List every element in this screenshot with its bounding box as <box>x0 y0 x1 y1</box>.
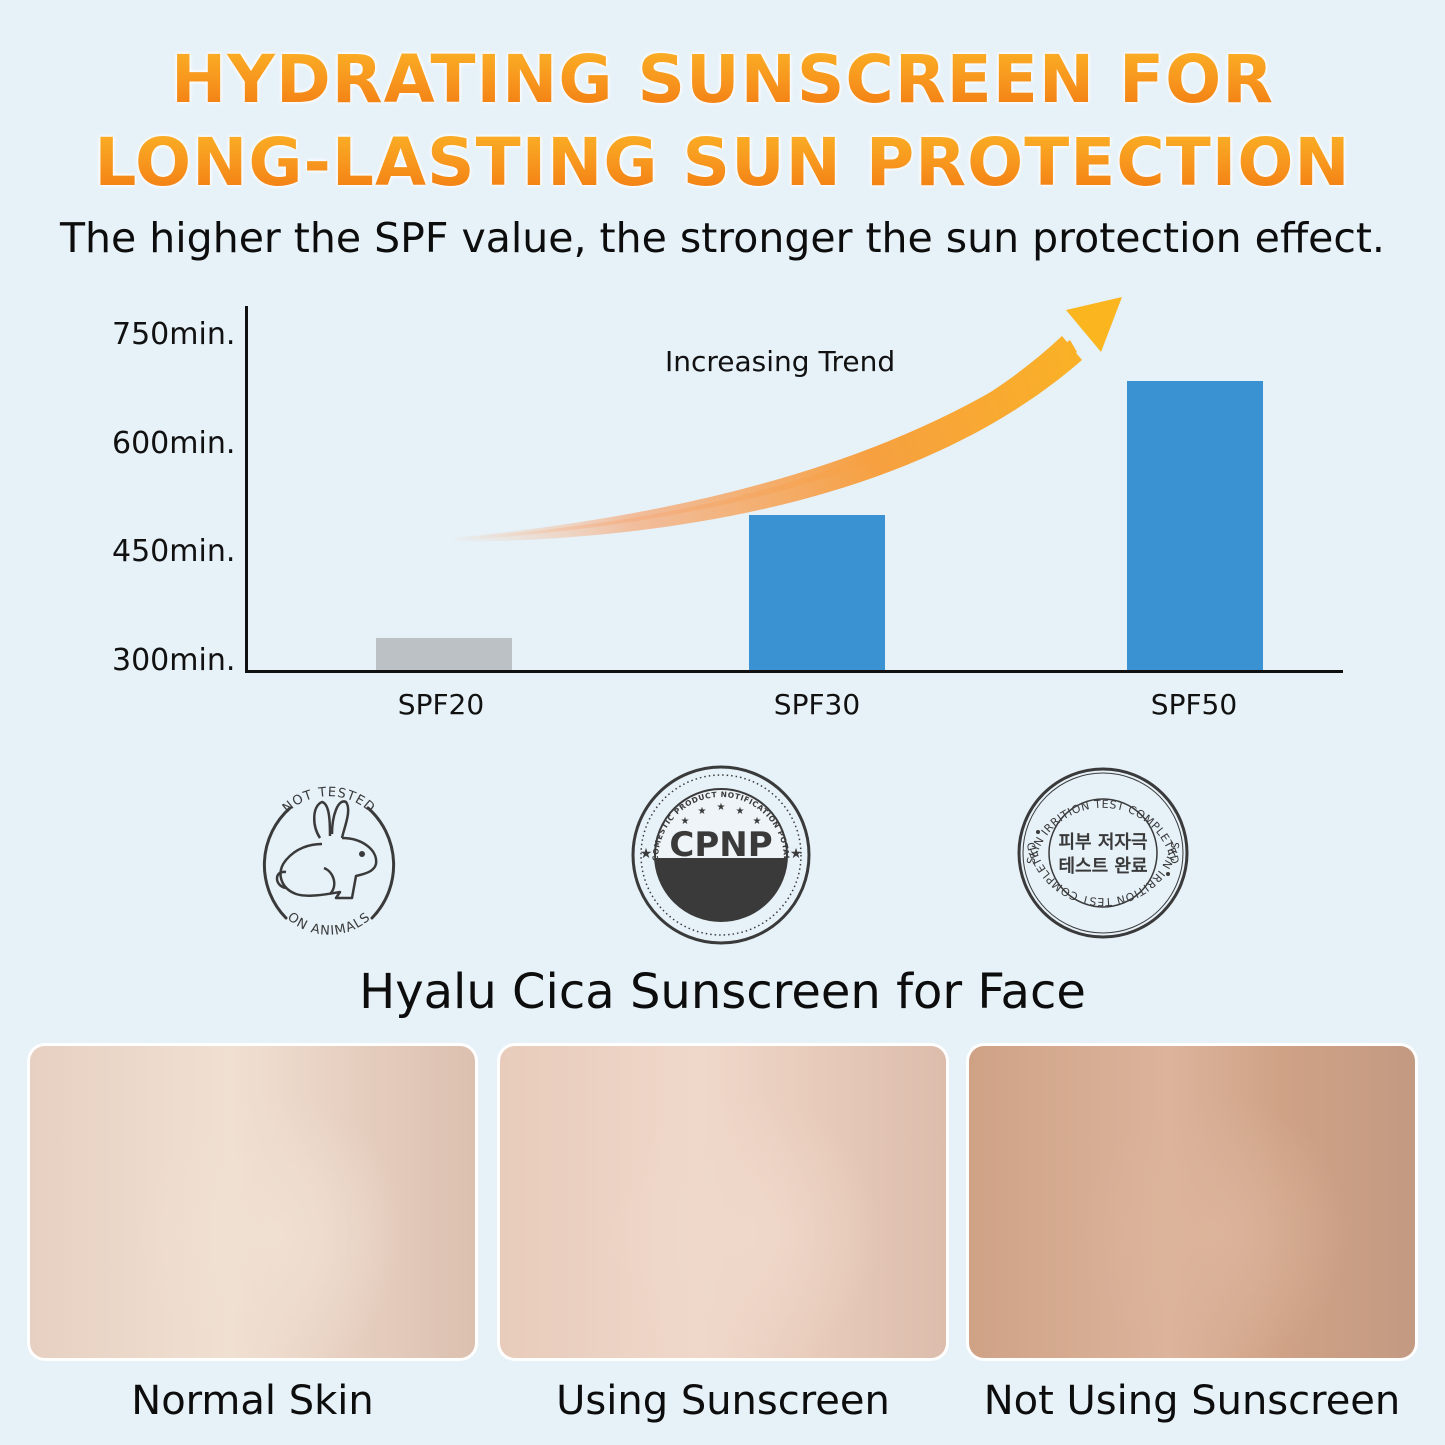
svg-text:★: ★ <box>681 816 690 827</box>
cpnp-badge: COMESTIC PRODUCT NOTIFICATION POTAL CPNP… <box>631 765 811 945</box>
not-tested-on-animals-badge: NOT TESTED ON ANIMALS <box>262 785 396 939</box>
bar-spf30 <box>749 514 885 671</box>
svg-text:★: ★ <box>790 846 803 862</box>
svg-text:★: ★ <box>698 806 707 817</box>
svg-text:★: ★ <box>640 846 653 862</box>
photo-card-using-sunscreen <box>497 1043 949 1361</box>
headline-text-2: LONG-LASTING SUN PROTECTION <box>94 124 1351 201</box>
bar-spf50 <box>1127 380 1263 671</box>
skin-center-line-2: 테스트 완료 <box>1058 856 1147 877</box>
star-icons: ★ ★ ★ ★ ★ ★ ★ <box>640 802 803 862</box>
rabbit-icon <box>275 800 378 900</box>
y-tick-600: 600min. <box>112 426 236 461</box>
spf-bar-chart: 750min. 600min. 450min. 300min. SPF20 SP… <box>112 297 1343 721</box>
x-tick-spf50: SPF50 <box>1150 688 1238 721</box>
headline-line-1: HYDRATING SUNSCREEN FOR <box>0 40 1445 120</box>
y-tick-300: 300min. <box>112 643 236 678</box>
svg-text:★: ★ <box>753 816 762 827</box>
svg-text:ON ANIMALS: ON ANIMALS <box>284 910 373 939</box>
x-tick-spf20: SPF20 <box>397 688 485 721</box>
x-axis <box>245 670 1343 673</box>
x-tick-spf30: SPF30 <box>773 688 861 721</box>
label-normal-skin: Normal Skin <box>131 1378 374 1424</box>
trend-label: Increasing Trend <box>665 345 896 378</box>
svg-text:★: ★ <box>717 802 726 813</box>
headline-line-2: LONG-LASTING SUN PROTECTION <box>0 123 1445 203</box>
subtitle: The higher the SPF value, the stronger t… <box>60 214 1385 262</box>
photo-card-not-using-sunscreen <box>966 1043 1418 1361</box>
y-tick-750: 750min. <box>112 317 236 352</box>
y-axis <box>245 306 248 673</box>
bar-spf20 <box>376 637 512 671</box>
skin-photo-not-using-sunscreen <box>969 1046 1415 1358</box>
skin-irritation-test-badge: SKIN IRRITION TEST COMPLETED SKIN IRRITI… <box>1017 767 1189 939</box>
skin-center-line-1: 피부 저자극 <box>1058 832 1147 853</box>
label-not-using-sunscreen: Not Using Sunscreen <box>983 1378 1401 1424</box>
badge-bottom-text: ON ANIMALS <box>284 910 372 939</box>
product-title: Hyalu Cica Sunscreen for Face <box>359 964 1086 1020</box>
cpnp-center-text: CPNP <box>669 825 772 865</box>
y-tick-450: 450min. <box>112 534 236 569</box>
trend-arrow-icon <box>450 297 1122 542</box>
label-using-sunscreen: Using Sunscreen <box>556 1378 890 1424</box>
skin-photo-normal <box>30 1046 475 1358</box>
photo-card-normal-skin <box>27 1043 478 1361</box>
skin-photo-using-sunscreen <box>500 1046 946 1358</box>
svg-text:★: ★ <box>736 806 745 817</box>
headline-text-1: HYDRATING SUNSCREEN FOR <box>170 41 1275 118</box>
